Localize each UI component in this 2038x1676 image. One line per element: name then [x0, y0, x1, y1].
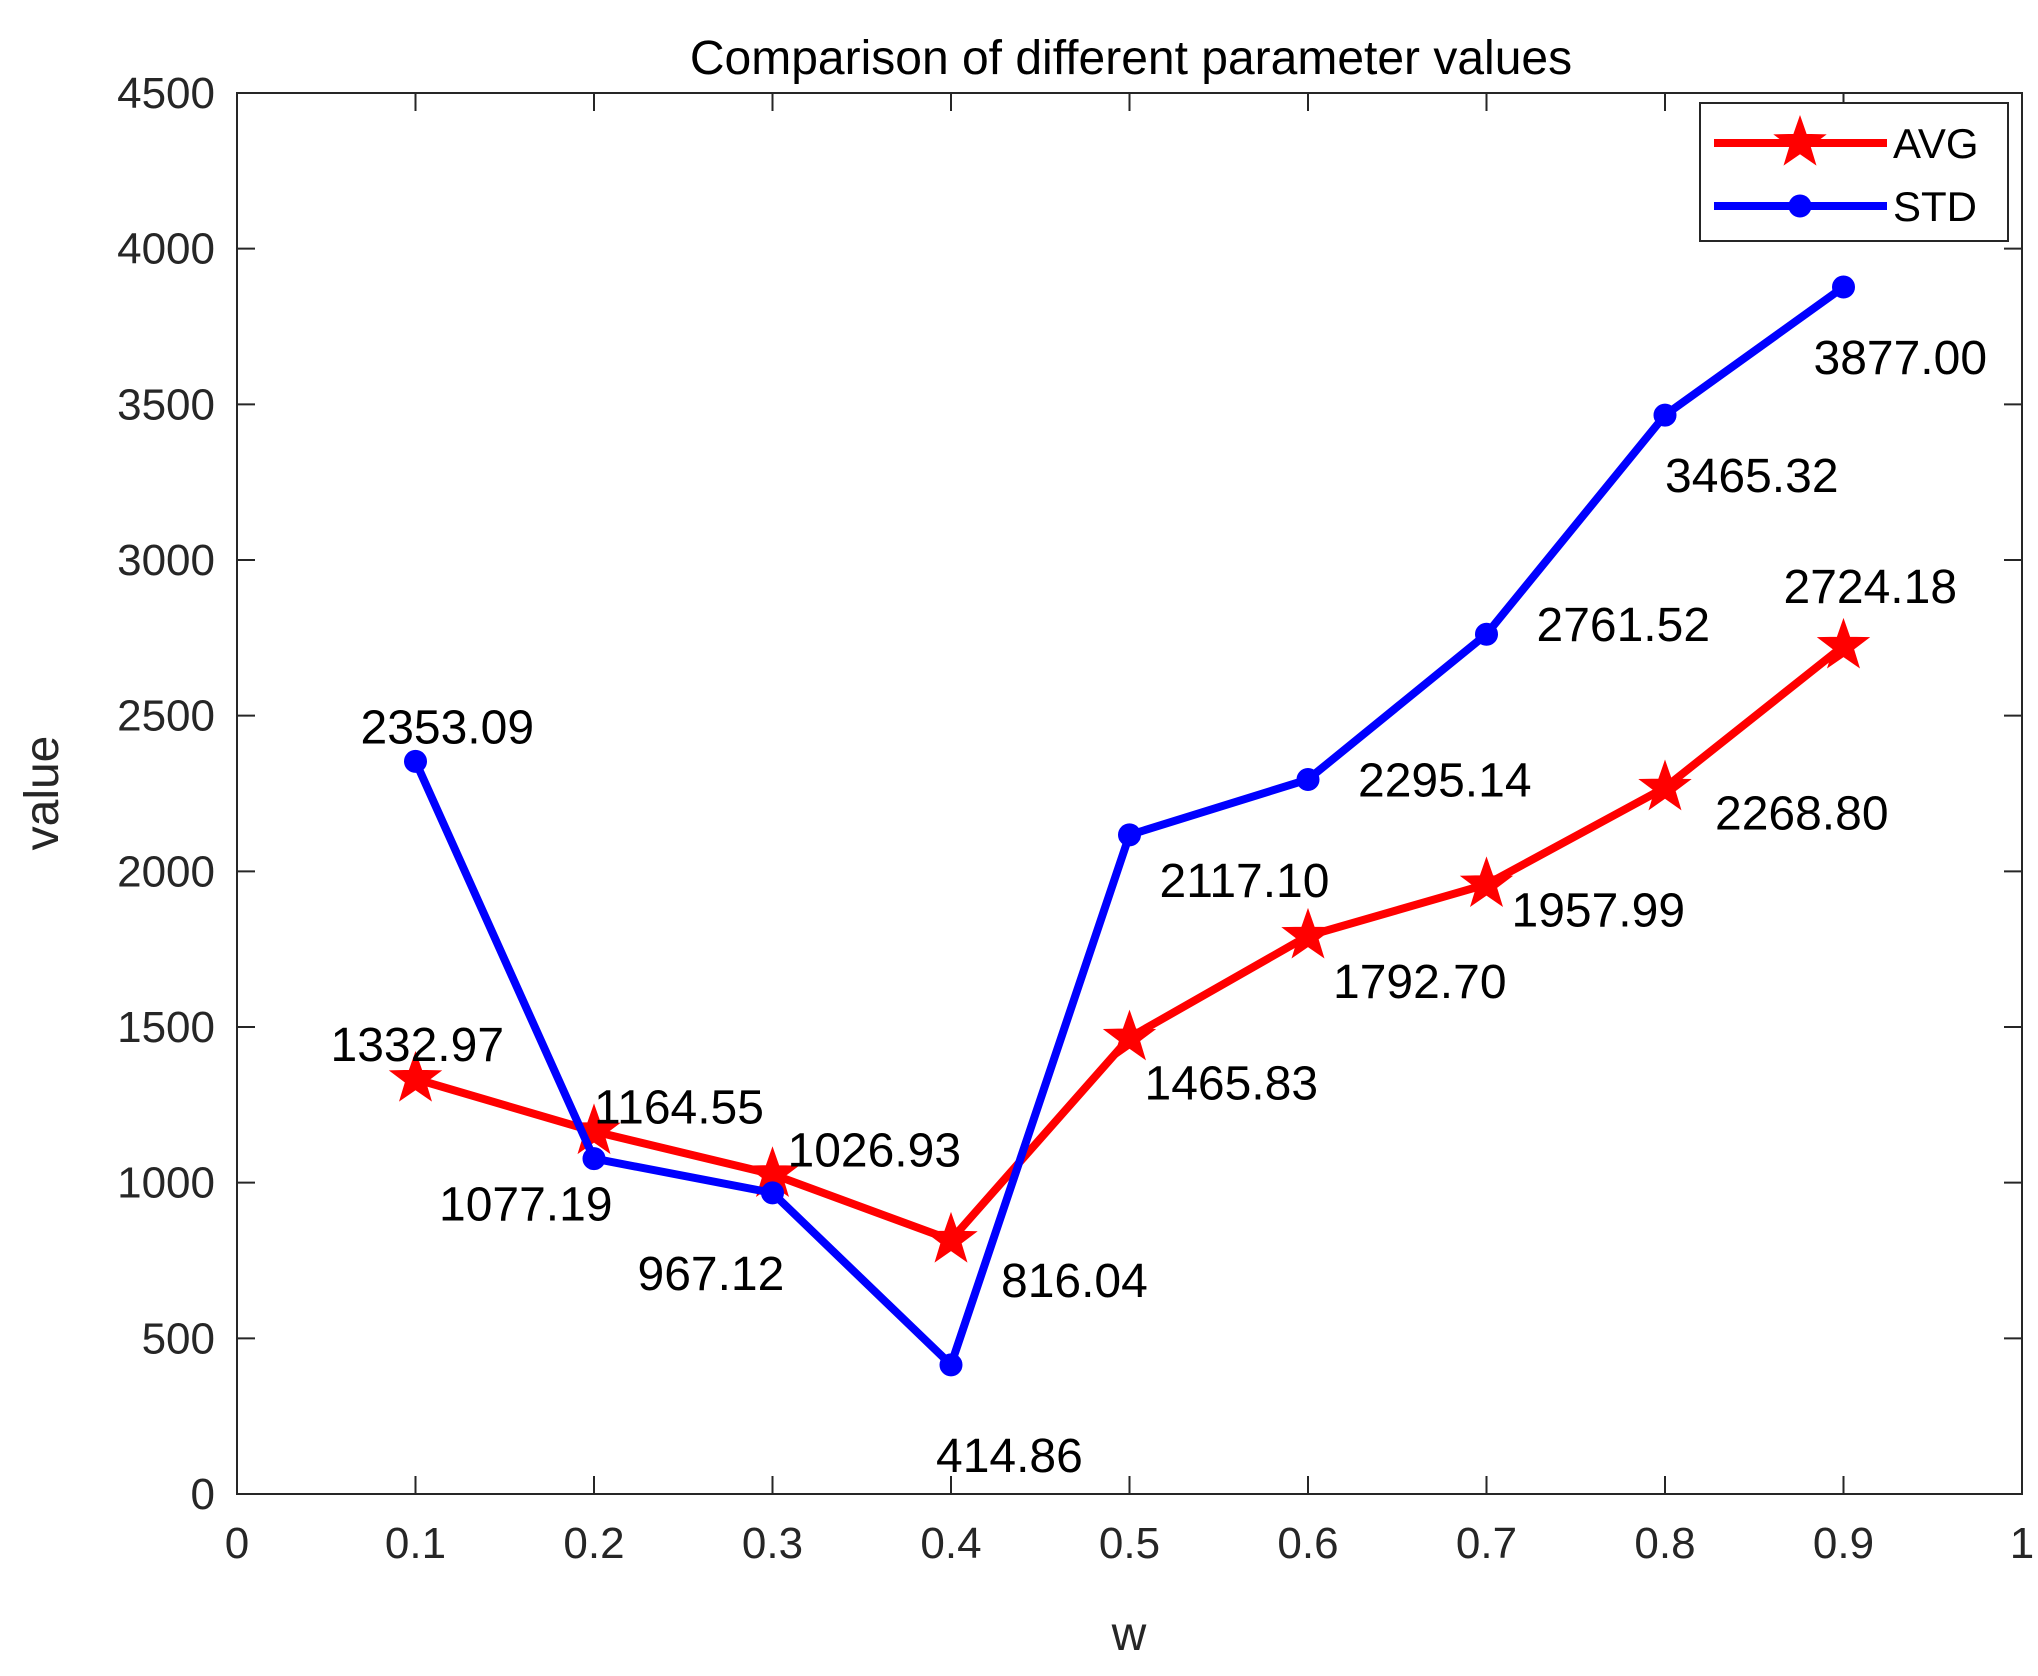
y-tick-label: 500 — [142, 1314, 215, 1363]
data-label-avg: 816.04 — [1001, 1255, 1148, 1308]
series-avg-point — [1281, 907, 1335, 959]
series-layer — [388, 275, 1871, 1377]
x-tick-label: 0.8 — [1634, 1519, 1695, 1568]
series-std-point — [1475, 622, 1498, 646]
series-std-point — [939, 1353, 963, 1377]
series-std-point — [1296, 767, 1320, 791]
series-std-point — [582, 1147, 606, 1171]
data-label-std: 2353.09 — [361, 701, 535, 754]
y-tick-label: 4000 — [117, 225, 215, 274]
data-label-std: 2761.52 — [1537, 599, 1711, 652]
legend-avg-marker — [1773, 114, 1827, 166]
x-tick-label: 1 — [2010, 1519, 2034, 1568]
data-label-avg: 2724.18 — [1784, 561, 1958, 614]
data-label-avg: 1332.97 — [331, 1019, 505, 1072]
series-std-point — [1832, 275, 1855, 299]
y-axis: 0 500 1000 1500 2000 2500 3000 3500 4000 4500 — [117, 69, 2022, 1519]
series-avg-point — [1816, 617, 1871, 669]
data-label-avg: 1164.55 — [594, 1081, 764, 1134]
y-tick-label: 3000 — [117, 536, 215, 585]
x-tick-label: 0.1 — [385, 1519, 446, 1568]
x-tick-label: 0.3 — [742, 1519, 803, 1568]
legend-std-label: STD — [1893, 183, 1977, 230]
data-label-std: 967.12 — [638, 1248, 785, 1301]
x-tick-label: 0.7 — [1456, 1519, 1517, 1568]
y-tick-label: 2500 — [117, 692, 215, 741]
legend-avg-label: AVG — [1893, 120, 1979, 167]
x-tick-label: 0.2 — [563, 1519, 624, 1568]
y-tick-label: 2000 — [117, 847, 215, 896]
series-avg-line — [414, 642, 1846, 1244]
data-labels: 1332.97 1164.55 1026.93 816.04 1465.83 1792.7… — [331, 332, 1988, 1483]
y-tick-label: 0 — [191, 1470, 215, 1519]
data-label-avg: 1026.93 — [788, 1124, 962, 1177]
series-std-point — [404, 749, 427, 773]
x-axis-title: w — [1111, 1608, 1147, 1661]
x-tick-label: 0.9 — [1813, 1519, 1874, 1568]
x-tick-label: 0.4 — [920, 1519, 981, 1568]
series-avg-point — [924, 1211, 978, 1263]
series-avg-point — [1459, 856, 1514, 908]
data-label-std: 1077.19 — [439, 1179, 613, 1232]
y-tick-label: 1000 — [117, 1159, 215, 1208]
x-tick-label: 0 — [225, 1519, 249, 1568]
data-label-std: 2117.10 — [1160, 855, 1330, 908]
series-std-point — [761, 1181, 784, 1205]
data-label-avg: 1792.70 — [1333, 956, 1507, 1009]
x-tick-label: 0.6 — [1277, 1519, 1338, 1568]
legend-box — [1699, 102, 2009, 242]
chart-title: Comparison of different parameter values — [690, 32, 1572, 85]
data-label-std: 3877.00 — [1814, 332, 1988, 385]
x-axis: 0 0.1 0.2 0.3 0.4 0.5 0.6 0.7 0.8 0.9 1 — [225, 93, 2034, 1568]
data-label-std: 2295.14 — [1358, 754, 1532, 807]
y-tick-label: 4500 — [117, 69, 215, 118]
data-label-std: 3465.32 — [1665, 450, 1839, 503]
data-label-avg: 1465.83 — [1145, 1058, 1319, 1111]
series-std-point — [1118, 823, 1141, 847]
legend-std-marker — [1788, 194, 1812, 218]
series-avg-point — [1102, 1009, 1157, 1061]
data-label-std: 414.86 — [936, 1430, 1083, 1483]
series-avg-point — [1638, 759, 1692, 811]
x-tick-label: 0.5 — [1099, 1519, 1160, 1568]
series-std-point — [1653, 403, 1677, 427]
data-label-avg: 2268.80 — [1715, 788, 1889, 841]
series-avg-point — [388, 1050, 443, 1102]
data-label-avg: 1957.99 — [1512, 884, 1686, 937]
y-axis-title: value — [16, 736, 69, 851]
y-tick-label: 3500 — [117, 380, 215, 429]
y-tick-label: 1500 — [117, 1003, 215, 1052]
legend: AVG STD — [1699, 102, 2009, 242]
